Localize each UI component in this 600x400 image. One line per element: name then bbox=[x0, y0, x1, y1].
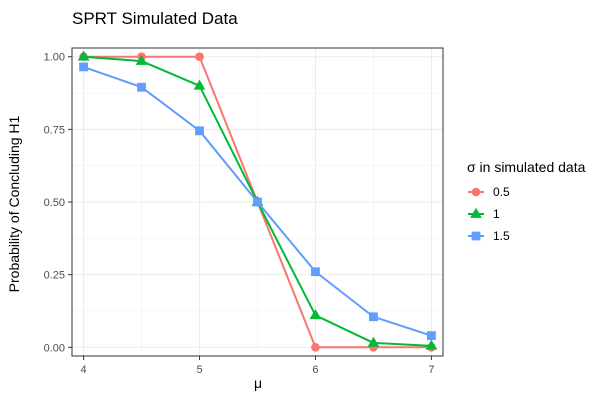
series-point bbox=[367, 336, 380, 347]
legend: σ in simulated data 0.5 1 1.5 bbox=[467, 159, 586, 243]
y-tick-label: 0.25 bbox=[44, 270, 65, 282]
series-point bbox=[253, 197, 262, 207]
x-axis-title: μ bbox=[254, 375, 262, 391]
x-tick-label: 5 bbox=[196, 364, 202, 376]
plot-panel bbox=[71, 47, 444, 357]
series-point bbox=[79, 62, 88, 72]
series-square bbox=[79, 62, 436, 341]
x-tick-label: 4 bbox=[81, 364, 87, 376]
legend-title: σ in simulated data bbox=[467, 159, 586, 175]
series-point bbox=[311, 342, 320, 352]
chart-title: SPRT Simulated Data bbox=[72, 9, 238, 28]
series-point bbox=[309, 309, 322, 320]
y-tick-label: 0.75 bbox=[44, 124, 65, 136]
x-tick-label: 6 bbox=[312, 364, 318, 376]
series-layer bbox=[77, 50, 438, 352]
series-point bbox=[425, 339, 438, 350]
y-axis-title: Probability of Concluding H1 bbox=[6, 115, 22, 292]
legend-key-marker bbox=[471, 187, 481, 197]
legend-key-marker bbox=[471, 231, 481, 241]
legend-key bbox=[468, 187, 484, 197]
series-point bbox=[311, 267, 320, 277]
legend-label: 1.5 bbox=[493, 229, 510, 243]
series-point bbox=[427, 331, 436, 341]
series-point bbox=[193, 79, 206, 90]
series-point bbox=[195, 126, 204, 136]
series-point bbox=[135, 54, 148, 65]
series-point bbox=[137, 82, 146, 92]
legend-label: 0.5 bbox=[493, 185, 510, 199]
series-point bbox=[195, 52, 204, 62]
series-point bbox=[369, 312, 378, 322]
legend-key-marker bbox=[470, 207, 482, 218]
legend-key bbox=[468, 231, 484, 241]
x-tick-label: 7 bbox=[428, 364, 434, 376]
series-point bbox=[77, 50, 90, 61]
y-tick-label: 0.00 bbox=[44, 342, 65, 354]
y-tick-label: 0.50 bbox=[44, 197, 65, 209]
y-tick-label: 1.00 bbox=[44, 52, 65, 64]
legend-key bbox=[468, 207, 484, 218]
x-axis: 4 5 6 7 bbox=[81, 356, 434, 376]
legend-label: 1 bbox=[493, 207, 500, 221]
y-axis: 0.00 0.25 0.50 0.75 1.00 bbox=[44, 52, 72, 354]
